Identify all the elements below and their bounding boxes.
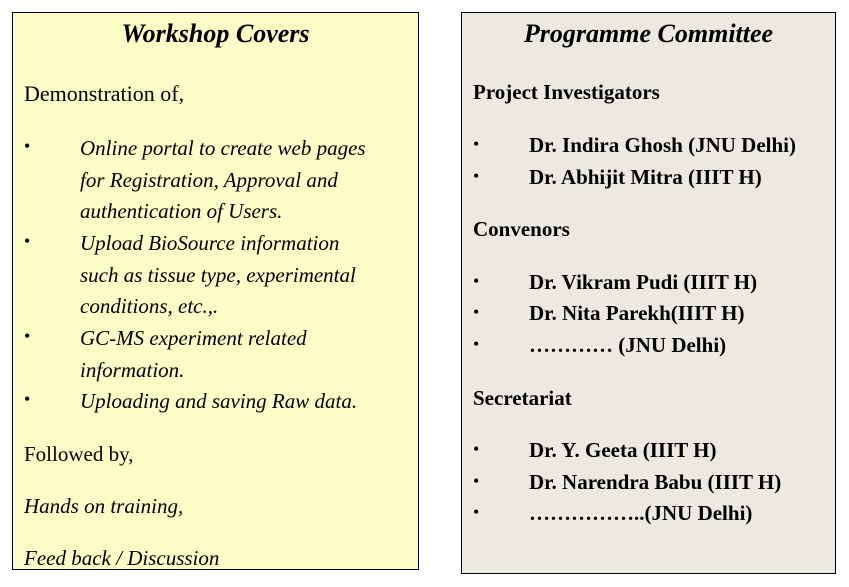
workshop-covers-title: Workshop Covers [121,19,310,48]
list-item-line: such as tissue type, experimental [80,263,356,287]
demonstration-intro: Demonstration of, [24,81,185,106]
bullet-icon: • [473,439,480,459]
member-name: Dr. Abhijit Mitra (IIIT H) [529,165,762,189]
section-heading-investigators: Project Investigators [473,80,660,104]
bullet-icon: • [24,136,31,156]
bullet-icon: • [24,231,31,251]
list-item-line: Upload BioSource information [80,231,340,255]
bullet-icon: • [473,334,480,354]
member-name: Dr. Indira Ghosh (JNU Delhi) [529,133,797,157]
bullet-icon: • [473,134,480,154]
member-name: Dr. Narendra Babu (IIIT H) [529,470,782,494]
bullet-icon: • [473,502,480,522]
member-name: Dr. Nita Parekh(IIIT H) [529,301,745,325]
programme-committee-title: Programme Committee [523,19,774,48]
bullet-icon: • [473,471,480,491]
member-name: ……………..(JNU Delhi) [529,501,753,525]
followed-by-text: Followed by, [24,442,134,466]
section-heading-secretariat: Secretariat [473,386,572,410]
member-name: ………… (JNU Delhi) [529,333,727,357]
member-name: Dr. Y. Geeta (IIIT H) [529,438,717,462]
programme-committee-panel: Programme Committee Project Investigator… [461,12,836,574]
list-item-line: for Registration, Approval and [80,168,338,192]
list-item-line: conditions, etc.,. [80,294,219,318]
member-name: Dr. Vikram Pudi (IIIT H) [529,270,758,294]
workshop-covers-panel: Workshop Covers Demonstration of, • Onli… [12,12,419,570]
bullet-icon: • [24,326,31,346]
section-heading-convenors: Convenors [473,217,570,241]
hands-on-text: Hands on training, [24,494,184,518]
list-item-line: Uploading and saving Raw data. [80,389,358,413]
bullet-icon: • [473,271,480,291]
bullet-icon: • [473,166,480,186]
list-item-line: authentication of Users. [80,199,283,223]
feedback-text: Feed back / Discussion [24,546,220,570]
list-item-line: Online portal to create web pages [80,136,366,160]
list-item-line: information. [80,358,185,382]
bullet-icon: • [473,302,480,322]
list-item-line: GC-MS experiment related [80,326,307,350]
bullet-icon: • [24,389,31,409]
